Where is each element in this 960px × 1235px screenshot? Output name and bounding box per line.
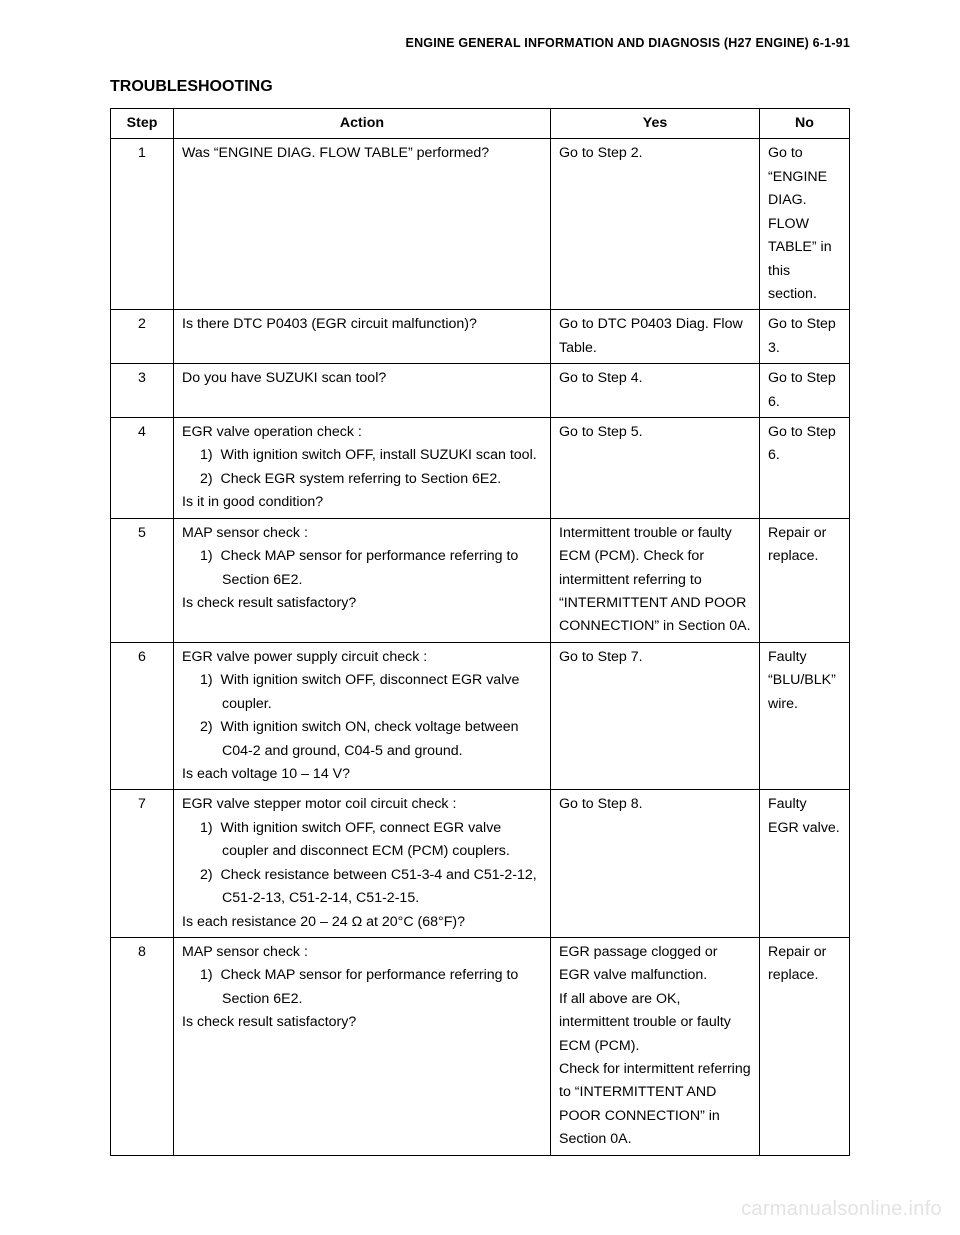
action-step: 1) Check MAP sensor for performance refe… xyxy=(182,545,542,592)
action-intro: Is there DTC P0403 (EGR circuit malfunct… xyxy=(182,313,542,336)
table-header-row: Step Action Yes No xyxy=(111,109,850,139)
cell-step: 2 xyxy=(111,310,174,364)
cell-no: Go to Step 6. xyxy=(760,418,850,519)
table-row: 2 Is there DTC P0403 (EGR circuit malfunc… xyxy=(111,310,850,364)
action-intro: EGR valve power supply circuit check : xyxy=(182,646,542,669)
table-row: 4EGR valve operation check :1) With igni… xyxy=(111,418,850,519)
col-step: Step xyxy=(111,109,174,139)
cell-action: EGR valve operation check :1) With ignit… xyxy=(174,418,551,519)
action-intro: MAP sensor check : xyxy=(182,941,542,964)
cell-no: Go to “ENGINE DIAG. FLOW TABLE” in this … xyxy=(760,139,850,310)
cell-no: Repair or replace. xyxy=(760,518,850,642)
cell-yes: Go to DTC P0403 Diag. Flow Table. xyxy=(551,310,760,364)
table-row: 1 Was “ENGINE DIAG. FLOW TABLE” performed… xyxy=(111,139,850,310)
cell-yes: Go to Step 5. xyxy=(551,418,760,519)
col-no: No xyxy=(760,109,850,139)
cell-action: EGR valve stepper motor coil circuit che… xyxy=(174,790,551,938)
cell-no: Faulty EGR valve. xyxy=(760,790,850,938)
cell-yes: Go to Step 7. xyxy=(551,642,760,790)
manual-page: ENGINE GENERAL INFORMATION AND DIAGNOSIS… xyxy=(0,0,960,1235)
action-tail: Is check result satisfactory? xyxy=(182,592,542,615)
table-row: 8MAP sensor check :1) Check MAP sensor f… xyxy=(111,937,850,1155)
page-header: ENGINE GENERAL INFORMATION AND DIAGNOSIS… xyxy=(110,36,850,50)
cell-action: Do you have SUZUKI scan tool? xyxy=(174,364,551,418)
cell-no: Repair or replace. xyxy=(760,937,850,1155)
action-intro: Was “ENGINE DIAG. FLOW TABLE” performed? xyxy=(182,142,542,165)
action-step: 2) With ignition switch ON, check voltag… xyxy=(182,716,542,763)
cell-yes: Go to Step 2. xyxy=(551,139,760,310)
action-tail: Is check result satisfactory? xyxy=(182,1011,542,1034)
cell-no: Go to Step 6. xyxy=(760,364,850,418)
table-row: 3 Do you have SUZUKI scan tool? Go to Step… xyxy=(111,364,850,418)
cell-step: 3 xyxy=(111,364,174,418)
cell-no: Go to Step 3. xyxy=(760,310,850,364)
action-intro: EGR valve operation check : xyxy=(182,421,542,444)
action-intro: MAP sensor check : xyxy=(182,522,542,545)
cell-step: 8 xyxy=(111,937,174,1155)
action-step: 1) With ignition switch OFF, disconnect … xyxy=(182,669,542,716)
cell-yes: Go to Step 8. xyxy=(551,790,760,938)
action-step: 1) With ignition switch OFF, install SUZ… xyxy=(182,444,542,467)
action-step: 2) Check resistance between C51-3-4 and … xyxy=(182,864,542,911)
table-row: 6EGR valve power supply circuit check :1… xyxy=(111,642,850,790)
cell-no: Faulty “BLU/BLK” wire. xyxy=(760,642,850,790)
action-intro: EGR valve stepper motor coil circuit che… xyxy=(182,793,542,816)
action-step: 1) With ignition switch OFF, connect EGR… xyxy=(182,817,542,864)
action-tail: Is each resistance 20 – 24 Ω at 20°C (68… xyxy=(182,911,542,934)
table-row: 5MAP sensor check :1) Check MAP sensor f… xyxy=(111,518,850,642)
table-body: 1 Was “ENGINE DIAG. FLOW TABLE” performed… xyxy=(111,139,850,1155)
cell-action: MAP sensor check :1) Check MAP sensor fo… xyxy=(174,937,551,1155)
cell-step: 5 xyxy=(111,518,174,642)
cell-yes: Intermittent trouble or faulty ECM (PCM)… xyxy=(551,518,760,642)
cell-step: 1 xyxy=(111,139,174,310)
section-title: TROUBLESHOOTING xyxy=(110,78,850,96)
cell-yes: EGR passage clogged or EGR valve malfunc… xyxy=(551,937,760,1155)
action-step: 2) Check EGR system referring to Section… xyxy=(182,468,542,491)
cell-yes: Go to Step 4. xyxy=(551,364,760,418)
action-tail: Is it in good condition? xyxy=(182,491,542,514)
cell-action: Is there DTC P0403 (EGR circuit malfunct… xyxy=(174,310,551,364)
col-yes: Yes xyxy=(551,109,760,139)
col-action: Action xyxy=(174,109,551,139)
cell-step: 7 xyxy=(111,790,174,938)
cell-step: 4 xyxy=(111,418,174,519)
cell-action: MAP sensor check :1) Check MAP sensor fo… xyxy=(174,518,551,642)
action-tail: Is each voltage 10 – 14 V? xyxy=(182,763,542,786)
table-row: 7 EGR valve stepper motor coil circuit ch… xyxy=(111,790,850,938)
cell-action: Was “ENGINE DIAG. FLOW TABLE” performed? xyxy=(174,139,551,310)
watermark-text: carmanualsonline.info xyxy=(741,1198,942,1221)
action-step: 1) Check MAP sensor for performance refe… xyxy=(182,964,542,1011)
action-intro: Do you have SUZUKI scan tool? xyxy=(182,367,542,390)
cell-action: EGR valve power supply circuit check :1)… xyxy=(174,642,551,790)
troubleshooting-table: Step Action Yes No 1 Was “ENGINE DIAG. FL… xyxy=(110,108,850,1156)
cell-step: 6 xyxy=(111,642,174,790)
